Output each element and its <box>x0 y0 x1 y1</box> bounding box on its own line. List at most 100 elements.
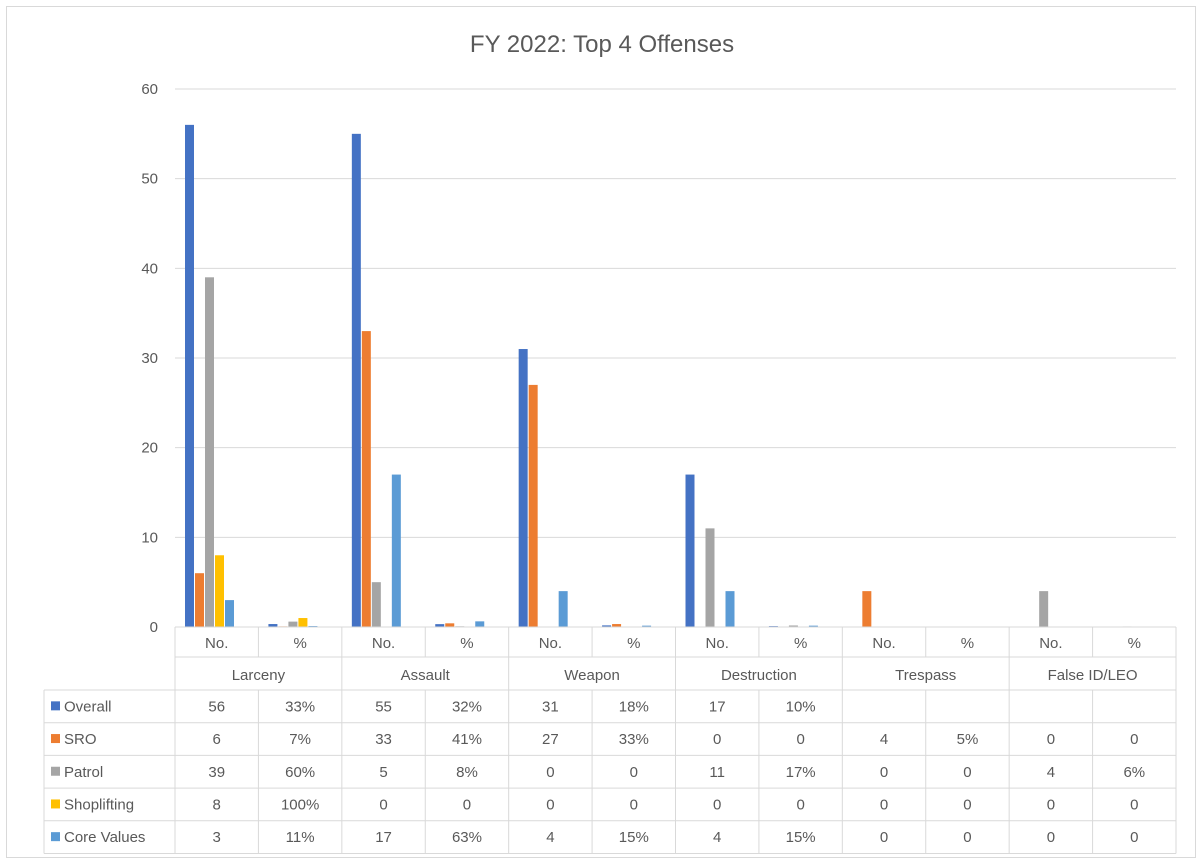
legend-key-overall <box>51 701 60 711</box>
data-label: 6% <box>1123 764 1145 781</box>
x-subcategory-label: % <box>460 635 473 652</box>
data-label: 0 <box>546 764 554 781</box>
data-label: 0 <box>463 796 471 813</box>
x-subcategory-label: % <box>1128 635 1141 652</box>
x-group-label: Trespass <box>895 667 956 684</box>
legend-label: Overall <box>64 698 112 715</box>
data-label: 39 <box>208 764 225 781</box>
legend-label: Core Values <box>64 829 145 846</box>
data-label: 4 <box>713 829 721 846</box>
legend-key-shoplifting <box>51 799 60 809</box>
data-label: 0 <box>630 764 638 781</box>
legend-label: Shoplifting <box>64 796 134 813</box>
y-tick-label: 10 <box>141 529 158 546</box>
data-label: 17 <box>709 698 726 715</box>
data-label: 27 <box>542 731 559 748</box>
data-label: 5% <box>957 731 979 748</box>
data-label: 5 <box>379 764 387 781</box>
x-group-label: False ID/LEO <box>1048 667 1138 684</box>
data-label: 0 <box>713 796 721 813</box>
bar-patrol <box>1039 591 1049 627</box>
x-group-label: Destruction <box>721 667 797 684</box>
data-label: 0 <box>1130 731 1138 748</box>
data-label: 0 <box>880 764 888 781</box>
x-subcategory-label: No. <box>1039 635 1062 652</box>
data-label: 0 <box>963 764 971 781</box>
data-label: 0 <box>796 796 804 813</box>
data-label: 0 <box>880 829 888 846</box>
bar-sro <box>862 591 872 627</box>
x-subcategory-label: No. <box>872 635 895 652</box>
x-group-label: Assault <box>401 667 451 684</box>
bar-overall <box>602 625 612 627</box>
x-subcategory-label: % <box>627 635 640 652</box>
bar-overall <box>351 133 361 628</box>
x-subcategory-label: % <box>961 635 974 652</box>
bar-sro <box>528 384 538 627</box>
bar-overall <box>185 124 194 627</box>
data-label: 8% <box>456 764 478 781</box>
bar-patrol <box>371 582 381 627</box>
data-label: 11% <box>286 829 315 846</box>
bar-overall <box>435 624 445 627</box>
bar-patrol <box>788 625 798 627</box>
x-group-label: Larceny <box>232 667 286 684</box>
x-subcategory-label: No. <box>372 635 395 652</box>
data-label: 32% <box>452 698 482 715</box>
data-label: 33 <box>375 731 392 748</box>
y-tick-label: 20 <box>141 440 158 457</box>
data-label: 15% <box>619 829 649 846</box>
bar-core-values <box>642 625 652 627</box>
x-subcategory-label: No. <box>539 635 562 652</box>
legend-key-core-values <box>51 832 60 842</box>
bar-patrol <box>705 528 715 627</box>
data-label: 17 <box>375 829 392 846</box>
data-label: 0 <box>379 796 387 813</box>
bar-core-values <box>725 591 735 627</box>
bar-shoplifting <box>298 618 308 627</box>
data-label: 100% <box>281 796 319 813</box>
data-label: 0 <box>1047 829 1055 846</box>
data-label: 4 <box>546 829 554 846</box>
data-label: 0 <box>1047 796 1055 813</box>
data-label: 0 <box>1130 829 1138 846</box>
data-label: 0 <box>796 731 804 748</box>
data-label: 7% <box>289 731 311 748</box>
data-label: 10% <box>786 698 816 715</box>
data-label: 17% <box>786 764 816 781</box>
bar-shoplifting <box>215 555 224 627</box>
data-label: 3 <box>213 829 221 846</box>
data-label: 18% <box>619 698 649 715</box>
bar-core-values <box>391 474 401 627</box>
x-subcategory-label: No. <box>706 635 729 652</box>
data-label: 15% <box>786 829 816 846</box>
bar-overall <box>518 349 528 627</box>
data-label: 56 <box>208 698 225 715</box>
bar-patrol <box>205 277 214 627</box>
data-label: 0 <box>713 731 721 748</box>
data-label: 0 <box>1047 731 1055 748</box>
bar-sro <box>612 624 622 627</box>
legend-key-sro <box>51 734 60 744</box>
y-tick-label: 0 <box>150 619 158 636</box>
legend-label: SRO <box>64 731 97 748</box>
data-label: 55 <box>375 698 392 715</box>
bar-overall <box>685 474 695 627</box>
data-label: 33% <box>619 731 649 748</box>
bar-core-values <box>558 591 568 627</box>
data-label: 63% <box>452 829 482 846</box>
y-tick-label: 60 <box>141 81 158 98</box>
bar-sro <box>361 331 371 627</box>
data-label: 8 <box>213 796 221 813</box>
x-subcategory-label: No. <box>205 635 228 652</box>
chart-frame <box>6 6 1196 858</box>
data-label: 41% <box>452 731 482 748</box>
data-label: 31 <box>542 698 559 715</box>
data-label: 0 <box>1130 796 1138 813</box>
data-label: 0 <box>963 829 971 846</box>
data-label: 33% <box>285 698 315 715</box>
x-subcategory-label: % <box>794 635 807 652</box>
data-label: 60% <box>285 764 315 781</box>
y-tick-label: 50 <box>141 171 158 188</box>
